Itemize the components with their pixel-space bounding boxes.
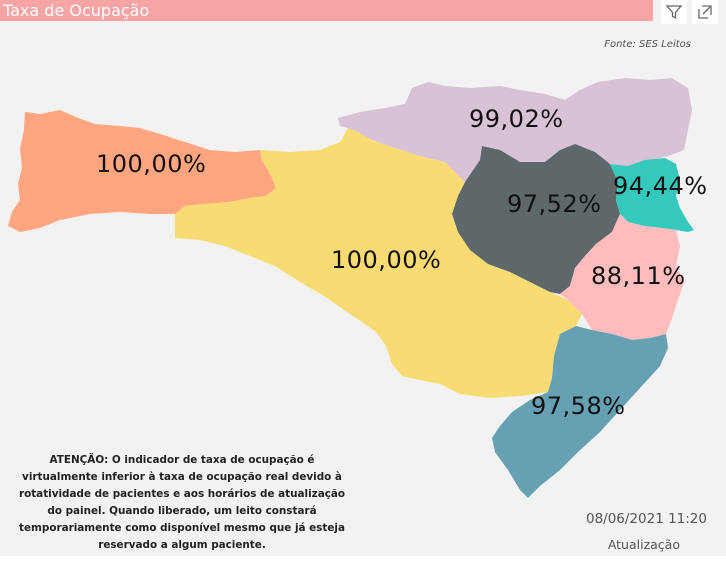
- region-label-central: 100,00%: [331, 246, 442, 274]
- filter-button[interactable]: [661, 0, 687, 24]
- bottom-strip: [0, 556, 726, 566]
- region-label-west: 100,00%: [96, 150, 207, 178]
- region-north[interactable]: [338, 78, 692, 182]
- region-central[interactable]: [175, 128, 582, 398]
- region-dark[interactable]: [452, 144, 620, 294]
- source-note: Fonte: SES Leitos: [604, 39, 691, 50]
- focus-mode-icon: [698, 5, 712, 19]
- region-west[interactable]: [8, 110, 276, 232]
- update-label: Atualização: [607, 537, 680, 552]
- region-label-teal: 94,44%: [613, 172, 708, 200]
- filter-icon: [665, 5, 683, 20]
- page-title: Taxa de Ocupação: [3, 1, 150, 20]
- region-teal[interactable]: [610, 158, 694, 232]
- region-label-dark: 97,52%: [507, 190, 602, 218]
- region-pink[interactable]: [560, 214, 684, 340]
- region-label-pink: 88,11%: [591, 262, 686, 290]
- region-label-north: 99,02%: [469, 105, 564, 133]
- focus-mode-button[interactable]: [692, 0, 718, 24]
- region-label-south: 97,58%: [531, 392, 626, 420]
- occupancy-warning: ATENÇÃO: O indicador de taxa de ocupação…: [18, 454, 346, 551]
- region-south[interactable]: [492, 326, 668, 498]
- update-datetime: 08/06/2021 11:20: [585, 511, 707, 527]
- title-bar: Taxa de Ocupação: [0, 0, 653, 21]
